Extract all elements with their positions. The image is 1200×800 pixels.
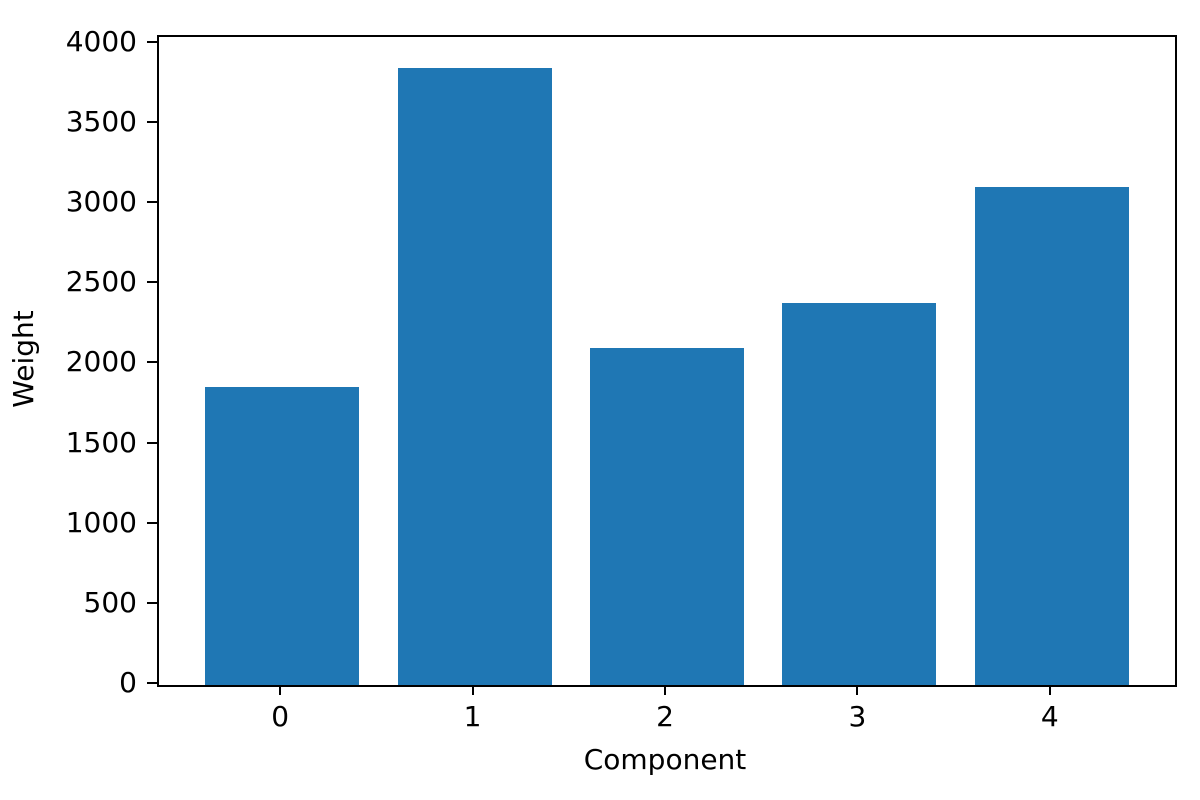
y-tick-label-3000: 3000 bbox=[65, 185, 137, 219]
x-tick-label-0: 0 bbox=[271, 700, 290, 733]
y-tick-mark-1000 bbox=[147, 521, 157, 524]
y-tick-label-1000: 1000 bbox=[65, 505, 137, 539]
x-axis-label: Component bbox=[583, 743, 747, 776]
y-tick-mark-4000 bbox=[147, 40, 157, 43]
x-tick-label-3: 3 bbox=[848, 700, 867, 733]
y-tick-mark-3500 bbox=[147, 121, 157, 124]
x-tick-label-4: 4 bbox=[1040, 700, 1059, 733]
bar-component-2 bbox=[590, 348, 744, 685]
y-tick-mark-1500 bbox=[147, 441, 157, 444]
y-tick-label-0: 0 bbox=[119, 666, 137, 699]
x-tick-mark-3 bbox=[856, 685, 859, 695]
x-tick-mark-1 bbox=[471, 685, 474, 695]
bar-component-1 bbox=[397, 67, 552, 685]
y-tick-mark-500 bbox=[147, 601, 157, 604]
y-tick-label-4000: 4000 bbox=[65, 24, 137, 58]
y-tick-mark-2000 bbox=[147, 361, 157, 364]
y-tick-mark-3000 bbox=[147, 201, 157, 204]
y-tick-label-2500: 2500 bbox=[65, 265, 137, 299]
y-tick-label-500: 500 bbox=[83, 585, 137, 619]
y-tick-mark-2500 bbox=[147, 281, 157, 284]
y-tick-label-1500: 1500 bbox=[65, 425, 137, 459]
bar-component-4 bbox=[974, 186, 1129, 685]
bar-component-3 bbox=[782, 302, 937, 685]
plot-area bbox=[157, 35, 1177, 687]
x-tick-label-1: 1 bbox=[463, 700, 482, 733]
y-tick-label-3500: 3500 bbox=[65, 105, 137, 139]
bar-component-0 bbox=[205, 386, 360, 685]
x-tick-mark-4 bbox=[1048, 685, 1051, 695]
x-tick-label-2: 2 bbox=[656, 700, 674, 733]
y-axis-label: Weight bbox=[7, 310, 40, 408]
x-tick-mark-2 bbox=[664, 685, 666, 695]
x-tick-mark-0 bbox=[279, 685, 282, 695]
y-tick-mark-0 bbox=[147, 682, 157, 684]
y-tick-label-2000: 2000 bbox=[65, 345, 137, 379]
